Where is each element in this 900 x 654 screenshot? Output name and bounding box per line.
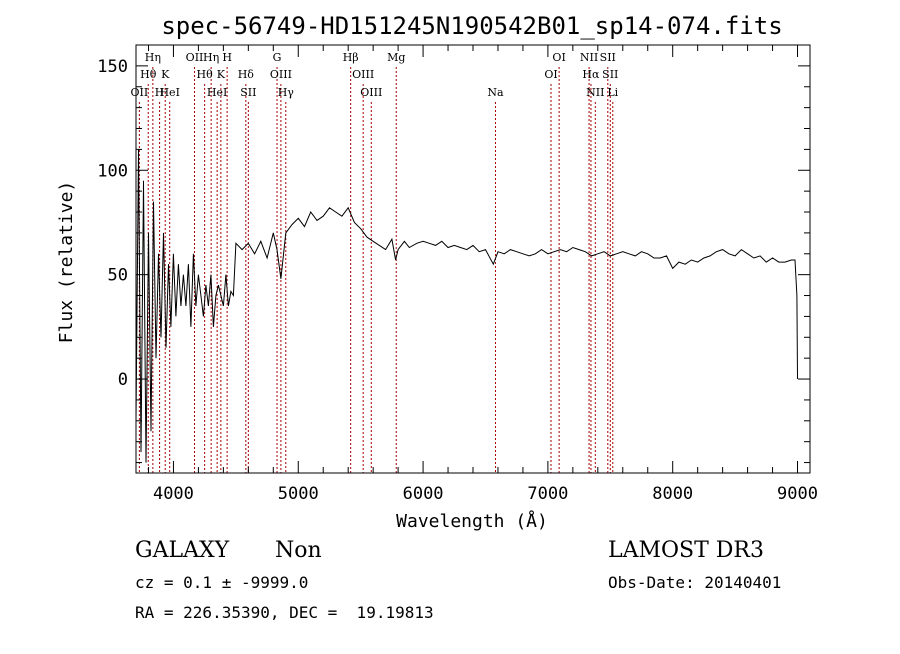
y-axis: 0 50 100 150 [97,44,810,464]
x-tick-label-0: 4000 [153,484,194,504]
line-label-22: Mg [387,51,405,64]
line-label-4: Hη [145,51,161,64]
spectrum-series-line [135,149,798,463]
line-label-20: OIII [352,68,374,81]
line-label-25: OI [552,51,565,64]
line-label-17: OIII [270,68,292,81]
y-axis-label: Flux (relative) [56,181,77,344]
line-label-15: SII [240,86,256,99]
line-label-11: HeI [207,86,227,99]
line-label-19: Hβ [343,51,359,64]
sky-coordinates: RA = 226.35390, DEC = 19.19813 [135,603,434,622]
line-label-21: OIII [360,86,382,99]
x-tick-label-4: 8000 [652,484,693,504]
object-subclass: Non [275,538,322,563]
line-label-7: HeI [159,86,179,99]
line-label-6: K [161,68,170,81]
line-label-24: OI [544,68,557,81]
emission-line-labels: OIIHθHηHKHeIOIIHθHηHeIKHHδSIIGOIIIHγHβOI… [131,51,619,99]
x-tick-label-1: 5000 [278,484,319,504]
observation-date: Obs-Date: 20140401 [608,573,782,592]
x-tick-label-5: 9000 [777,484,818,504]
line-label-8: OII [186,51,204,64]
line-label-13: H [222,51,232,64]
line-label-2: OII [131,86,149,99]
redshift-readout: cz = 0.1 ± -9999.0 [135,573,309,592]
y-tick-label-3: 150 [97,57,128,77]
line-label-18: Hγ [278,86,295,99]
plot-frame [135,44,811,474]
line-label-28: NII [586,86,604,99]
line-label-9: Hθ [197,68,214,81]
line-label-12: K [217,68,226,81]
emission-line-markers [138,67,614,473]
line-label-26: NII [580,51,598,64]
x-tick-label-2: 6000 [403,484,444,504]
survey-name: LAMOST DR3 [608,538,764,563]
line-label-27: Hα [582,68,600,81]
y-tick-label-2: 100 [97,161,128,181]
line-label-5: H [155,86,165,99]
line-label-3: Hθ [140,68,157,81]
line-label-30: SII [602,68,618,81]
line-label-10: Hη [203,51,219,64]
chart-title: spec-56749-HD151245N190542B01_sp14-074.f… [161,12,782,40]
y-tick-label-0: 0 [118,370,128,390]
line-label-16: G [273,51,282,64]
line-label-29: SII [600,51,616,64]
y-tick-label-1: 50 [108,266,128,286]
x-axis-label: Wavelength (Å) [396,510,548,532]
x-tick-label-3: 7000 [527,484,568,504]
line-label-14: Hδ [238,68,255,81]
line-label-31: Li [607,86,618,99]
object-class: GALAXY [135,538,230,563]
x-axis: 4000 5000 6000 7000 8000 9000 [147,45,818,504]
line-label-23: Na [487,86,504,99]
